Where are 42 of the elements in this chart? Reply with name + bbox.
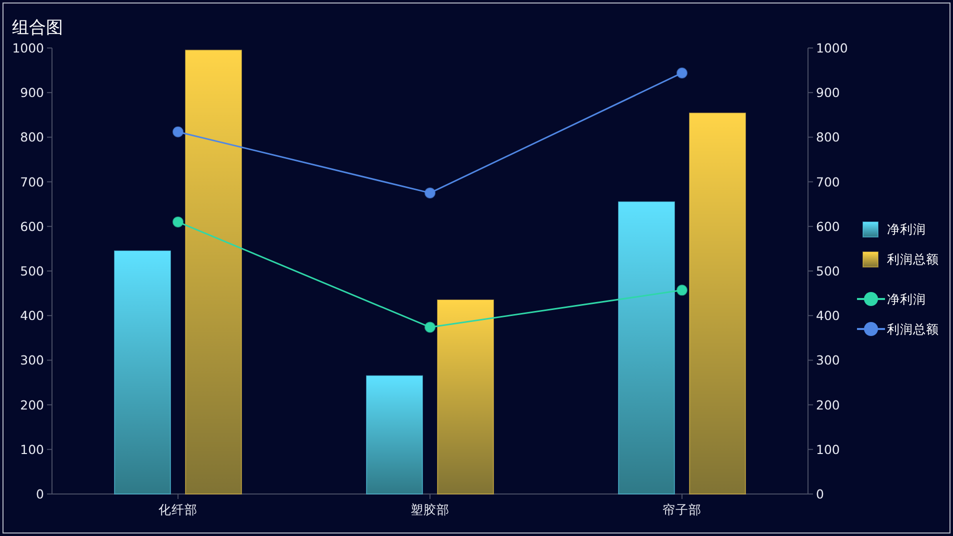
bar bbox=[185, 50, 242, 494]
legend-label: 净利润 bbox=[887, 222, 926, 236]
point bbox=[676, 284, 688, 296]
y2-tick-label: 400 bbox=[816, 308, 840, 324]
bar bbox=[618, 201, 675, 494]
y-tick-label: 0 bbox=[36, 486, 44, 502]
bar bbox=[366, 375, 423, 494]
point bbox=[424, 322, 436, 333]
legend-label: 利润总额 bbox=[887, 252, 939, 266]
y-tick-label: 400 bbox=[20, 308, 44, 324]
point bbox=[172, 216, 184, 228]
point bbox=[676, 67, 688, 78]
x-tick-label: 塑胶部 bbox=[410, 502, 450, 517]
title: 组合图 bbox=[12, 18, 63, 38]
legend-label: 利润总额 bbox=[887, 322, 939, 336]
y-tick-label: 300 bbox=[20, 352, 44, 368]
x-tick-label: 化纤部 bbox=[158, 502, 198, 517]
y-tick-label: 800 bbox=[20, 130, 44, 145]
y2-tick-label: 200 bbox=[816, 397, 840, 412]
x-tick-label: 帘子部 bbox=[662, 502, 702, 517]
y2-tick-label: 100 bbox=[816, 442, 840, 457]
y2-tick-label: 0 bbox=[816, 486, 824, 502]
y2-tick-label: 600 bbox=[816, 218, 840, 234]
y2-tick-label: 500 bbox=[816, 264, 840, 278]
legend-label: 净利润 bbox=[887, 292, 926, 306]
bar bbox=[689, 112, 746, 494]
bar bbox=[437, 299, 494, 494]
y-tick-label: 200 bbox=[20, 397, 44, 412]
y-tick-label: 700 bbox=[20, 174, 44, 190]
y-tick-label: 1000 bbox=[12, 40, 44, 56]
bar bbox=[114, 250, 171, 494]
y-tick-label: 500 bbox=[20, 264, 44, 278]
y-tick-label: 100 bbox=[20, 442, 44, 457]
y2-tick-label: 700 bbox=[816, 174, 840, 190]
y2-tick-label: 300 bbox=[816, 352, 840, 368]
y-tick-label: 900 bbox=[20, 85, 44, 100]
y2-tick-label: 900 bbox=[816, 85, 840, 100]
y-tick-label: 600 bbox=[20, 218, 44, 234]
y2-tick-label: 1000 bbox=[816, 40, 848, 56]
y2-tick-label: 800 bbox=[816, 130, 840, 145]
point bbox=[424, 187, 436, 198]
point bbox=[172, 126, 184, 138]
